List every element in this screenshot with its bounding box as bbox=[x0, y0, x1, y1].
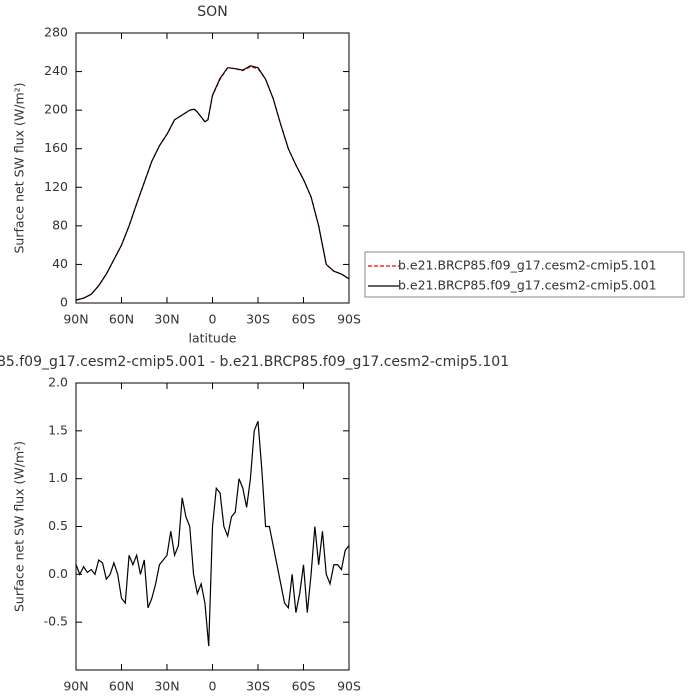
x-tick-label: 30S bbox=[246, 679, 270, 694]
series-line bbox=[75, 421, 350, 647]
x-tick-label: 60N bbox=[109, 312, 134, 327]
x-tick-label: 30N bbox=[154, 312, 179, 327]
x-tick-label: 90N bbox=[63, 312, 88, 327]
y-tick-label: 0 bbox=[60, 295, 68, 310]
plot: b.e21.BRCP85.f09_g17.cesm2-cmip5.001 - b… bbox=[0, 354, 509, 700]
x-tick-label: 90S bbox=[337, 312, 361, 327]
x-tick-label: 90N bbox=[63, 679, 88, 694]
y-tick-label: 200 bbox=[44, 102, 68, 117]
legend: b.e21.BRCP85.f09_g17.cesm2-cmip5.101 b.e2… bbox=[364, 251, 685, 298]
plot: SON latitude Surface net SW flux (W/m²) 0 40… bbox=[12, 4, 361, 346]
plot-frame bbox=[75, 32, 350, 304]
legend-label: b.e21.BRCP85.f09_g17.cesm2-cmip5.001 bbox=[398, 278, 657, 293]
y-tick-label: 0.0 bbox=[48, 566, 68, 581]
y-axis-label: Surface net SW flux (W/m²) bbox=[12, 82, 27, 253]
series-line bbox=[75, 65, 350, 301]
y-axis-label: Surface net SW flux (W/m²) bbox=[12, 441, 27, 612]
chart-title: SON bbox=[197, 4, 227, 20]
plot-frame bbox=[75, 382, 350, 671]
x-tick-label: 30S bbox=[246, 312, 270, 327]
legend-box bbox=[364, 251, 685, 298]
y-tick-label: 120 bbox=[44, 179, 68, 194]
y-tick-label: 40 bbox=[52, 256, 68, 271]
y-tick-label: 0.5 bbox=[48, 518, 68, 533]
y-tick-label: 160 bbox=[44, 140, 68, 155]
x-tick-label: 60N bbox=[109, 679, 134, 694]
x-tick-label: 0 bbox=[209, 312, 217, 327]
x-tick-label: 0 bbox=[209, 679, 217, 694]
legend-label: b.e21.BRCP85.f09_g17.cesm2-cmip5.101 bbox=[398, 258, 657, 273]
y-tick-label: 1.0 bbox=[48, 470, 68, 485]
x-tick-label: 60S bbox=[292, 679, 316, 694]
y-tick-label: 2.0 bbox=[48, 375, 68, 390]
y-tick-label: 280 bbox=[44, 25, 68, 40]
x-axis-label: latitude bbox=[189, 698, 237, 700]
y-tick-label: 80 bbox=[52, 217, 68, 232]
x-axis-label: latitude bbox=[189, 331, 237, 346]
y-tick-label: 1.5 bbox=[48, 422, 68, 437]
x-tick-label: 30N bbox=[154, 679, 179, 694]
y-tick-label: -0.5 bbox=[44, 614, 68, 629]
series-line bbox=[75, 66, 350, 301]
y-tick-label: 240 bbox=[44, 63, 68, 78]
x-tick-label: 90S bbox=[337, 679, 361, 694]
x-tick-label: 60S bbox=[292, 312, 316, 327]
chart-title: b.e21.BRCP85.f09_g17.cesm2-cmip5.001 - b… bbox=[0, 354, 509, 370]
